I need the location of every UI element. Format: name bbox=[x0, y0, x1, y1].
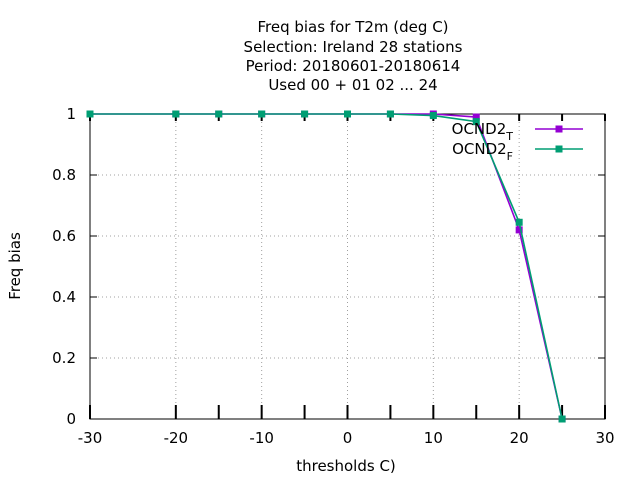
x-axis-label: thresholds C) bbox=[296, 457, 396, 475]
series bbox=[86, 110, 566, 423]
legend-swatch-marker bbox=[555, 125, 563, 133]
title-line-2: Selection: Ireland 28 stations bbox=[244, 38, 463, 56]
legend-label-subscript: F bbox=[507, 150, 513, 163]
legend-label: OCND2F bbox=[452, 140, 513, 163]
data-point bbox=[472, 118, 480, 126]
data-point bbox=[301, 110, 309, 118]
y-axis-label: Freq bias bbox=[6, 232, 24, 300]
data-point bbox=[386, 110, 394, 118]
y-tick-label: 0.2 bbox=[52, 349, 76, 367]
y-tick-label: 0.4 bbox=[52, 288, 76, 306]
chart-title: Freq bias for T2m (deg C) Selection: Ire… bbox=[244, 18, 463, 94]
data-point bbox=[515, 218, 523, 226]
data-point bbox=[86, 110, 94, 118]
y-tick-label: 0.8 bbox=[52, 166, 76, 184]
data-point bbox=[429, 112, 437, 120]
y-tick-label: 1 bbox=[66, 105, 76, 123]
y-tick-label: 0 bbox=[66, 410, 76, 428]
data-point bbox=[472, 113, 480, 121]
data-point bbox=[215, 110, 223, 118]
x-tick-label: -10 bbox=[249, 429, 274, 447]
title-line-1: Freq bias for T2m (deg C) bbox=[257, 18, 448, 36]
data-point bbox=[515, 226, 523, 234]
series-line bbox=[90, 113, 563, 420]
grid bbox=[90, 114, 605, 419]
legend-swatch-marker bbox=[555, 145, 563, 153]
data-point bbox=[172, 110, 180, 118]
title-line-3: Period: 20180601-20180614 bbox=[246, 57, 461, 75]
x-tick-label: 10 bbox=[424, 429, 443, 447]
data-point bbox=[344, 110, 351, 118]
x-tick-label: 0 bbox=[343, 429, 353, 447]
data-point bbox=[258, 110, 266, 118]
data-point bbox=[558, 415, 566, 423]
title-line-4: Used 00 + 01 02 ... 24 bbox=[268, 76, 437, 94]
x-tick-label: 30 bbox=[595, 429, 614, 447]
y-tick-label: 0.6 bbox=[52, 227, 76, 245]
legend-label: OCND2T bbox=[452, 120, 514, 143]
axis-ticks: -30 -20 -10 0 10 20 30 0 0.2 0.4 0.6 0.8 1 bbox=[52, 105, 614, 447]
series-line bbox=[90, 113, 563, 420]
x-tick-label: -30 bbox=[78, 429, 103, 447]
legend-label-subscript: T bbox=[505, 130, 513, 143]
x-tick-label: -20 bbox=[164, 429, 189, 447]
x-tick-label: 20 bbox=[510, 429, 529, 447]
